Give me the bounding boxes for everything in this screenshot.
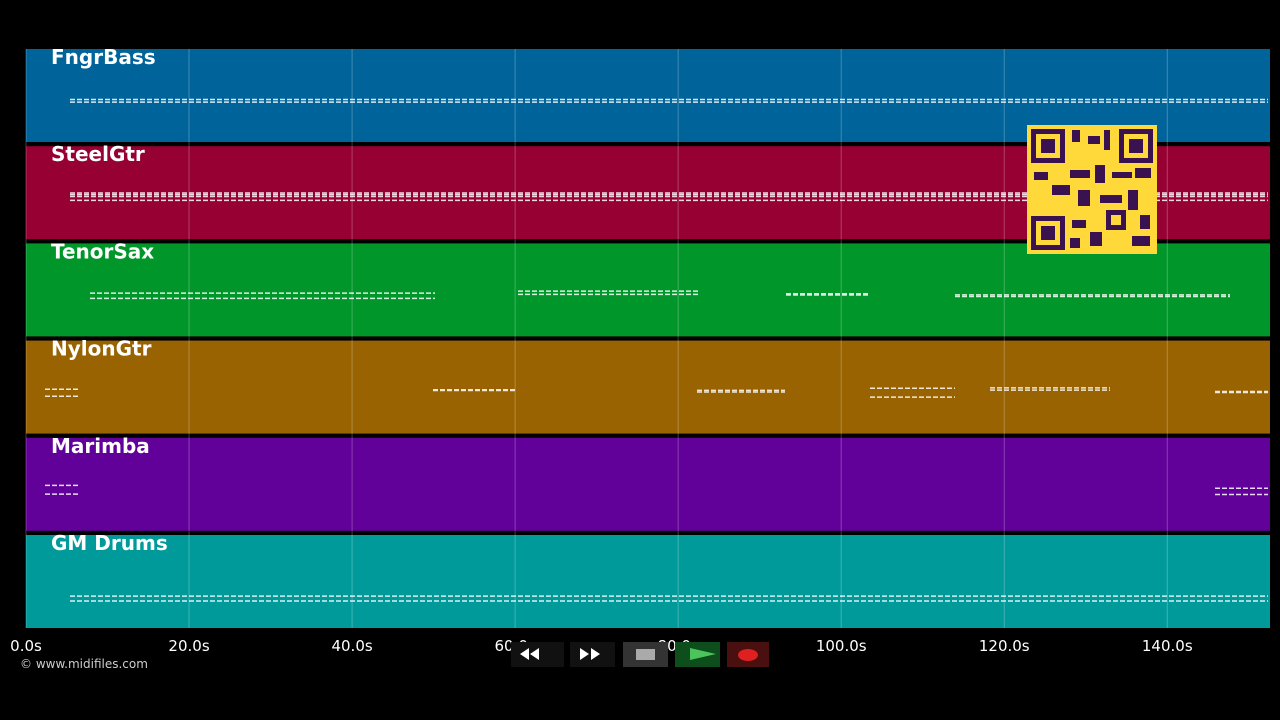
track-name: NylonGtr bbox=[51, 337, 152, 361]
track-band bbox=[26, 535, 1270, 628]
track-name: Marimba bbox=[51, 434, 150, 458]
x-tick-label: 120.0s bbox=[979, 637, 1030, 655]
track-band bbox=[26, 437, 1270, 531]
stop-button[interactable] bbox=[623, 642, 668, 667]
copyright: © www.midifiles.com bbox=[20, 657, 148, 671]
rewind-button[interactable] bbox=[511, 642, 564, 667]
track-name: SteelGtr bbox=[51, 142, 145, 166]
x-tick-label: 100.0s bbox=[816, 637, 867, 655]
record-button[interactable] bbox=[727, 642, 769, 667]
x-tick-label: 20.0s bbox=[168, 637, 209, 655]
track-name: TenorSax bbox=[51, 239, 154, 263]
track-band bbox=[26, 243, 1270, 337]
forward-button[interactable] bbox=[570, 642, 615, 667]
transport bbox=[511, 642, 769, 667]
track-name: FngrBass bbox=[51, 45, 156, 69]
x-tick-label: 140.0s bbox=[1142, 637, 1193, 655]
labels: FngrBass SteelGtr TenorSax NylonGtr Marimba G… bbox=[10, 45, 1193, 671]
x-tick-label: 40.0s bbox=[331, 637, 372, 655]
qr-code bbox=[1027, 125, 1157, 254]
track-name: GM Drums bbox=[51, 531, 168, 555]
x-tick-label: 0.0s bbox=[10, 637, 42, 655]
grid bbox=[25, 49, 1168, 628]
play-button[interactable] bbox=[675, 642, 720, 667]
